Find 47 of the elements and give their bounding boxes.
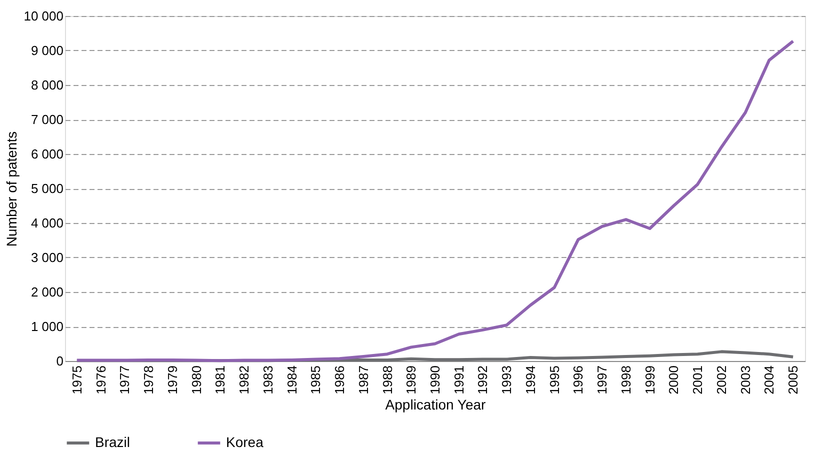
x-tick-label: 1991 (451, 366, 466, 394)
x-tick-label: 1988 (380, 366, 395, 394)
x-tick-label: 2004 (762, 366, 777, 394)
y-tick-label: 0 (56, 354, 64, 368)
x-tick-label: 1986 (332, 366, 348, 394)
x-tick-label: 1981 (212, 366, 228, 394)
x-tick-label: 2002 (714, 366, 729, 394)
y-tick-label: 5 000 (30, 181, 64, 196)
y-tick-label: 4 000 (30, 216, 64, 230)
x-tick-label: 2005 (786, 366, 801, 394)
x-tick-label: 1999 (642, 366, 658, 394)
y-tick-label: 6 000 (30, 146, 64, 162)
x-tick-label: 1976 (93, 366, 108, 394)
x-tick-label: 1978 (141, 366, 156, 394)
y-tick-label: 9 000 (30, 43, 64, 58)
x-tick-label: 1989 (404, 366, 419, 394)
y-axis-title: Number of patents (4, 131, 20, 247)
x-tick-label: 1995 (546, 366, 562, 394)
x-tick-label: 1975 (69, 366, 84, 394)
x-tick-label: 1990 (428, 366, 442, 394)
x-tick-label: 2000 (666, 366, 682, 394)
y-tick-label: 8 000 (30, 78, 64, 92)
x-tick-label: 2003 (738, 366, 753, 394)
x-tick-label: 1996 (570, 366, 586, 394)
x-tick-label: 1998 (618, 366, 634, 394)
y-tick-label: 1 000 (30, 319, 64, 334)
y-tick-label: 3 000 (30, 250, 64, 265)
y-tick-label: 2 000 (30, 284, 64, 300)
x-tick-label: 1982 (236, 366, 252, 394)
x-tick-label: 1985 (308, 366, 324, 394)
x-tick-label: 1980 (188, 366, 204, 394)
legend-label: Korea (226, 434, 264, 450)
line-series (75, 40, 795, 362)
y-tick-label: 7 000 (30, 112, 64, 127)
x-tick-label: 1977 (117, 366, 132, 394)
x-tick-label: 2001 (690, 366, 706, 394)
legend-label: Brazil (95, 434, 130, 450)
x-tick-label: 1984 (284, 366, 300, 394)
x-tick-label: 1983 (260, 366, 276, 394)
x-axis-title: Application Year (385, 396, 486, 412)
x-tick-label: 1993 (499, 366, 514, 394)
x-tick-label: 1979 (164, 366, 180, 394)
y-tick-label: 10 000 (24, 8, 64, 24)
x-tick-label: 1992 (475, 366, 490, 394)
x-tick-label: 1994 (522, 366, 538, 394)
x-tick-label: 1987 (356, 366, 371, 394)
x-tick-label: 1997 (594, 366, 610, 394)
